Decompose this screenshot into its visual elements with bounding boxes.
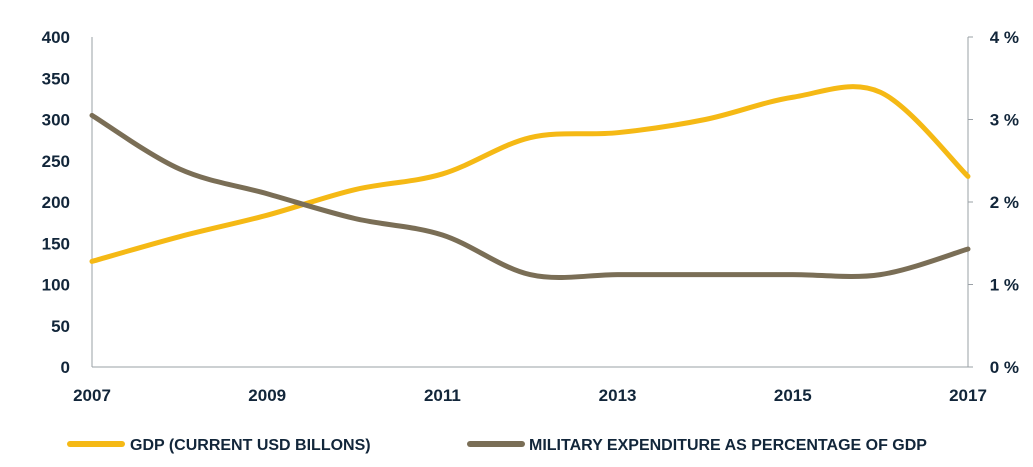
x-tick-label: 2015 <box>774 386 812 405</box>
y-right-tick-label: 2 % <box>990 193 1019 212</box>
x-tick-label: 2007 <box>73 386 111 405</box>
y-left-tick-label: 400 <box>42 28 70 47</box>
y-left-tick-label: 150 <box>42 234 70 253</box>
x-tick-label: 2017 <box>949 386 987 405</box>
axes <box>91 36 973 368</box>
y-left-tick-label: 100 <box>42 276 70 295</box>
x-tick-label: 2009 <box>248 386 286 405</box>
y-left-tick-label: 250 <box>42 152 70 171</box>
y-right-tick-label: 4 % <box>990 28 1019 47</box>
military-expenditure-series-line <box>89 112 971 281</box>
y-right-tick-label: 0 % <box>990 358 1019 377</box>
legend: GDP (CURRENT USD BILLONS) MILITARY EXPEND… <box>67 437 927 454</box>
legend-label-gdp: GDP (CURRENT USD BILLONS) <box>130 437 371 454</box>
y-right-tick-label: 1 % <box>990 276 1019 295</box>
y-left-tick-label: 50 <box>51 317 70 336</box>
y-left-tick-label: 350 <box>42 69 70 88</box>
legend-label-military: MILITARY EXPENDITURE AS PERCENTAGE OF GD… <box>529 437 927 454</box>
y-left-tick-label: 0 <box>61 358 70 377</box>
y-left-tick-label: 200 <box>42 193 70 212</box>
y-right-tick-label: 3 % <box>990 111 1019 130</box>
y-left-tick-label: 300 <box>42 111 70 130</box>
series-lines <box>89 84 971 281</box>
x-tick-label: 2011 <box>424 386 461 405</box>
tick-labels: 0 50 100 150 200 250 300 350 400 0 % 1 % 2 % 3 % 4 % 2… <box>42 28 1019 405</box>
gdp-series-line <box>89 84 971 264</box>
x-tick-label: 2013 <box>599 386 637 405</box>
